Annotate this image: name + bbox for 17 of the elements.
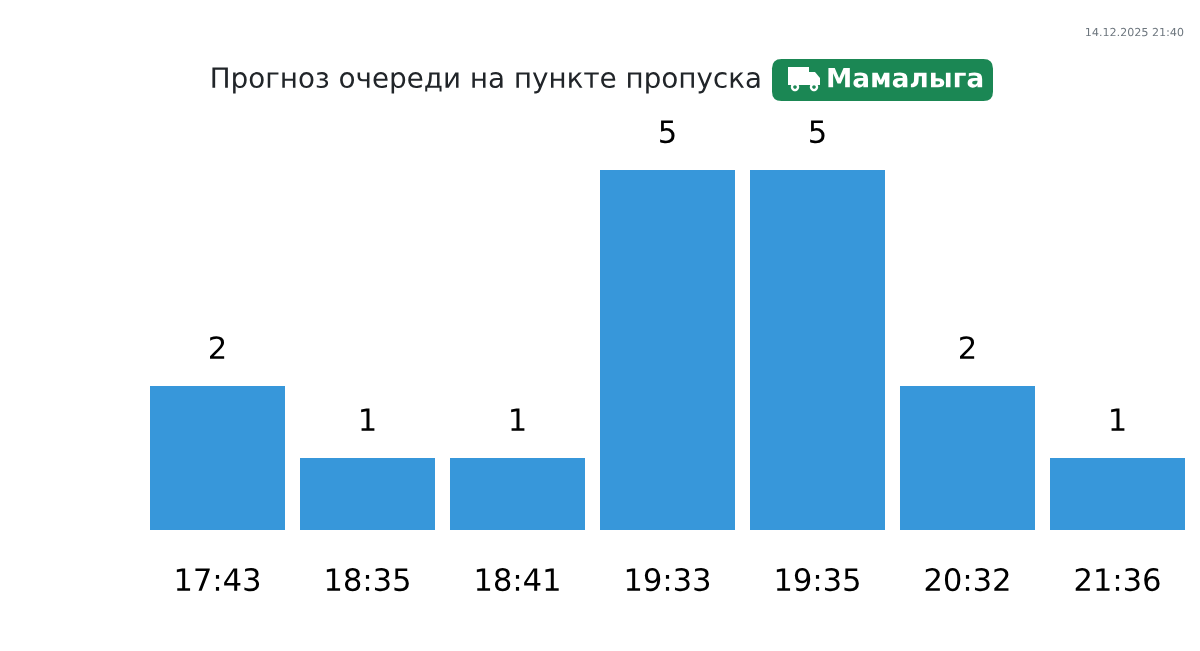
- data-label: 2: [960, 336, 975, 359]
- x-tick-label: 19:35: [776, 568, 859, 592]
- x-tick-label: 21:36: [1075, 568, 1160, 592]
- data-label: 2: [210, 336, 225, 359]
- data-label: 1: [361, 408, 375, 431]
- data-label: 1: [511, 408, 525, 431]
- x-tick-label: 19:33: [626, 568, 710, 592]
- data-label: 5: [810, 120, 825, 144]
- x-tick-label: 20:32: [925, 568, 1009, 592]
- x-tick-label: 18:41: [476, 568, 559, 592]
- data-label: 1: [1111, 408, 1125, 431]
- chart-subtitle: Мамалыга: [828, 68, 983, 88]
- data-label: 5: [660, 120, 675, 144]
- text: 14.12.2025 21:40: [1086, 27, 1184, 37]
- x-tick-label: 17:43: [176, 568, 260, 592]
- x-tick-label: 18:35: [326, 568, 409, 592]
- chart-title: Прогноз очереди на пункте пропуска: [212, 67, 760, 94]
